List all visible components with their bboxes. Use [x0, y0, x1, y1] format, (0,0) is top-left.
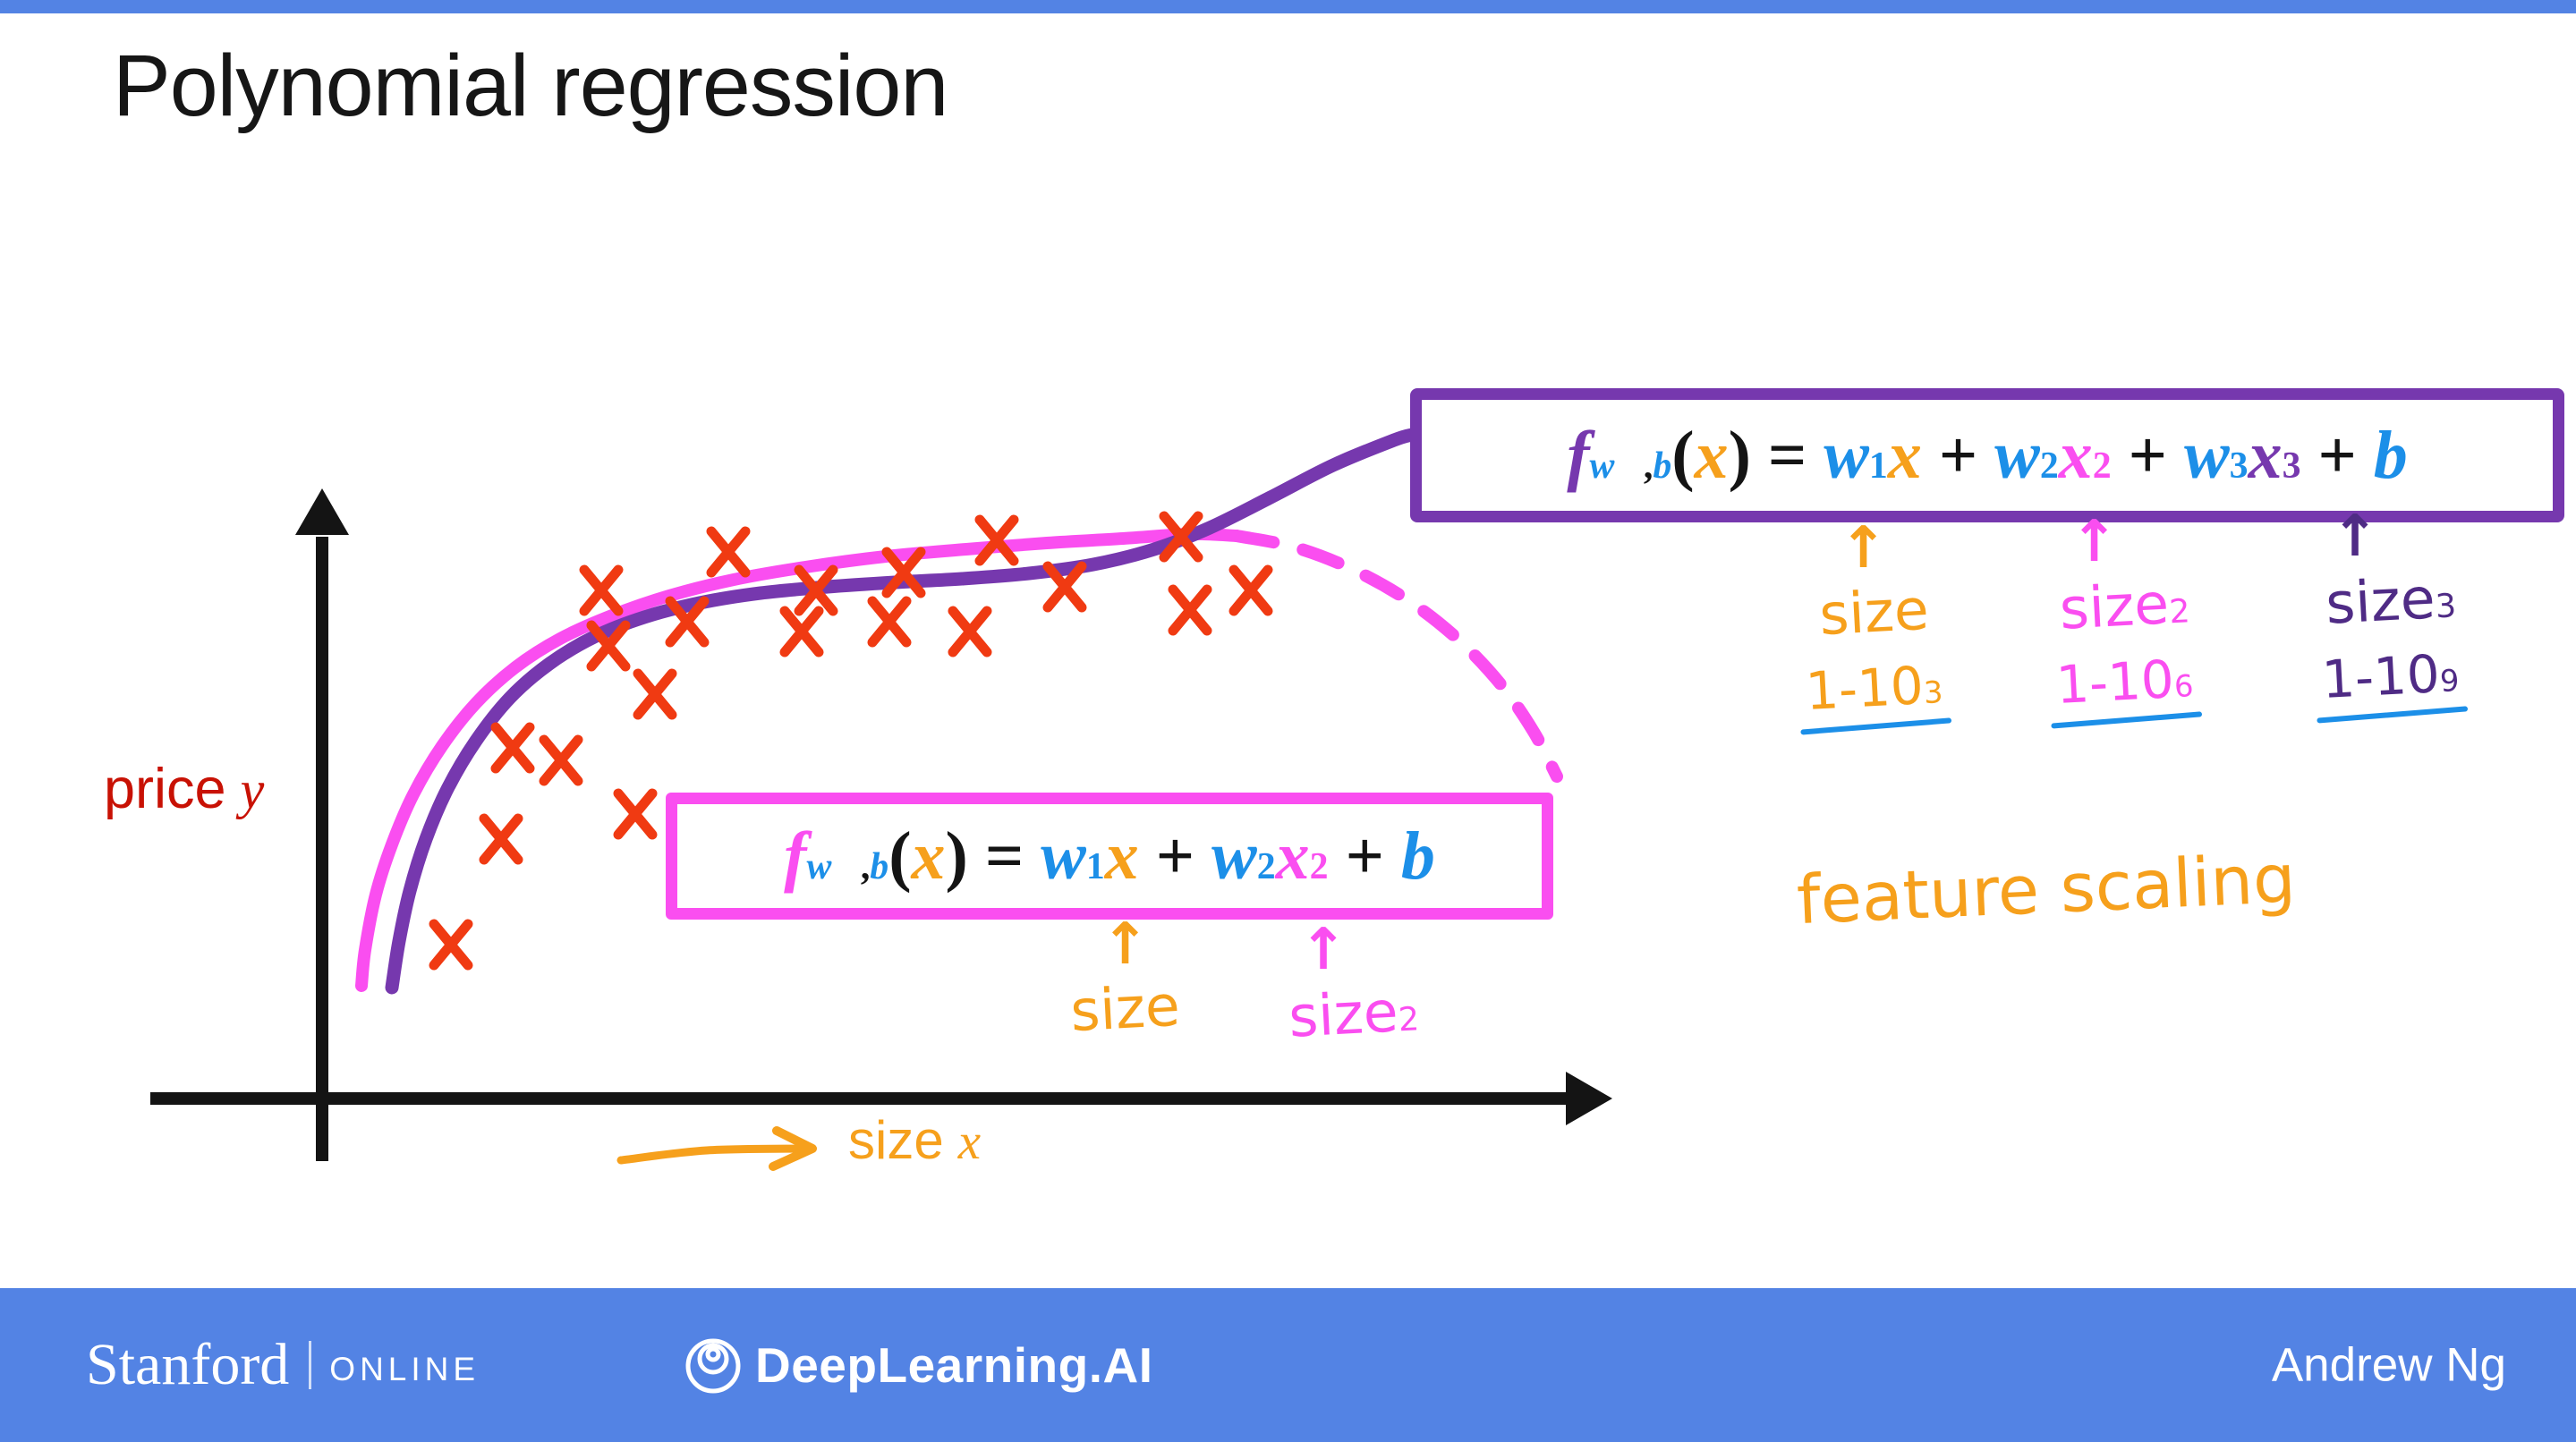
range-exponent: 6 [2172, 667, 2195, 704]
stanford-online-logo: Stanford ONLINE [86, 1331, 480, 1399]
annotation-size2-cubic: ↑ size2 1-106 [2015, 513, 2234, 729]
deeplearning-ai-wordmark: DeepLearning.AI [755, 1337, 1153, 1393]
quadratic-formula-box: fw⃗,b(x) = w1x + w2x2 + b [666, 793, 1553, 920]
annotation-range: 1-103 [1798, 654, 1952, 735]
author-name: Andrew Ng [2271, 1338, 2506, 1392]
y-axis-label-var: y [240, 760, 265, 819]
y-axis-label: price y [104, 757, 264, 821]
x-axis-label-var: x [957, 1114, 982, 1170]
range-exponent: 9 [2439, 662, 2461, 699]
up-arrow-icon: ↑ [2331, 504, 2379, 570]
range-text: 1-10 [2320, 642, 2442, 710]
y-axis-label-word: price [104, 758, 226, 820]
x-axis-label: size x [848, 1109, 981, 1171]
annotation-range: 1-109 [2316, 642, 2469, 724]
cubic-formula: fw⃗,b(x) = w1x + w2x2 + w3x3 + b [1567, 417, 2408, 493]
stanford-wordmark: Stanford [86, 1332, 290, 1397]
annotation-size-quadratic: ↑ size [1042, 912, 1208, 1044]
footer-bar: Stanford ONLINE DeepLearning.AI Andrew N… [0, 1288, 2576, 1442]
top-accent-strip [0, 0, 2576, 13]
page-title: Polynomial regression [113, 37, 948, 134]
annotation-size-cubic: ↑ size 1-103 [1764, 520, 1984, 735]
annotation-label: size [1817, 576, 1931, 648]
annotation-exponent: 3 [2434, 586, 2458, 626]
range-text: 1-10 [2054, 648, 2176, 716]
deeplearning-ai-logo-icon [685, 1338, 741, 1394]
annotation-label: size [2324, 565, 2437, 637]
up-arrow-icon: ↑ [2070, 509, 2119, 575]
annotation-label: size [1068, 972, 1182, 1044]
deeplearning-ai-logo: DeepLearning.AI [682, 1334, 1153, 1396]
up-arrow-icon: ↑ [1299, 917, 1348, 983]
annotation-size3-cubic: ↑ size3 1-109 [2274, 508, 2507, 724]
quadratic-formula: fw⃗,b(x) = w1x + w2x2 + b [784, 818, 1435, 894]
annotation-size2-quadratic: ↑ size2 [1251, 921, 1457, 1050]
logo-divider [309, 1341, 312, 1389]
annotation-label: size [1287, 979, 1400, 1050]
up-arrow-icon: ↑ [1101, 912, 1150, 978]
annotation-range: 1-106 [2049, 648, 2203, 729]
x-axis-label-word: size [848, 1110, 944, 1170]
cubic-formula-box: fw⃗,b(x) = w1x + w2x2 + w3x3 + b [1410, 388, 2564, 522]
online-wordmark: ONLINE [329, 1351, 480, 1387]
range-text: 1-10 [1804, 654, 1926, 722]
annotation-exponent: 2 [1397, 999, 1421, 1039]
annotation-label: size [2057, 571, 2171, 642]
up-arrow-icon: ↑ [1839, 515, 1888, 581]
range-exponent: 3 [1922, 674, 1944, 710]
annotation-exponent: 2 [2168, 591, 2191, 632]
